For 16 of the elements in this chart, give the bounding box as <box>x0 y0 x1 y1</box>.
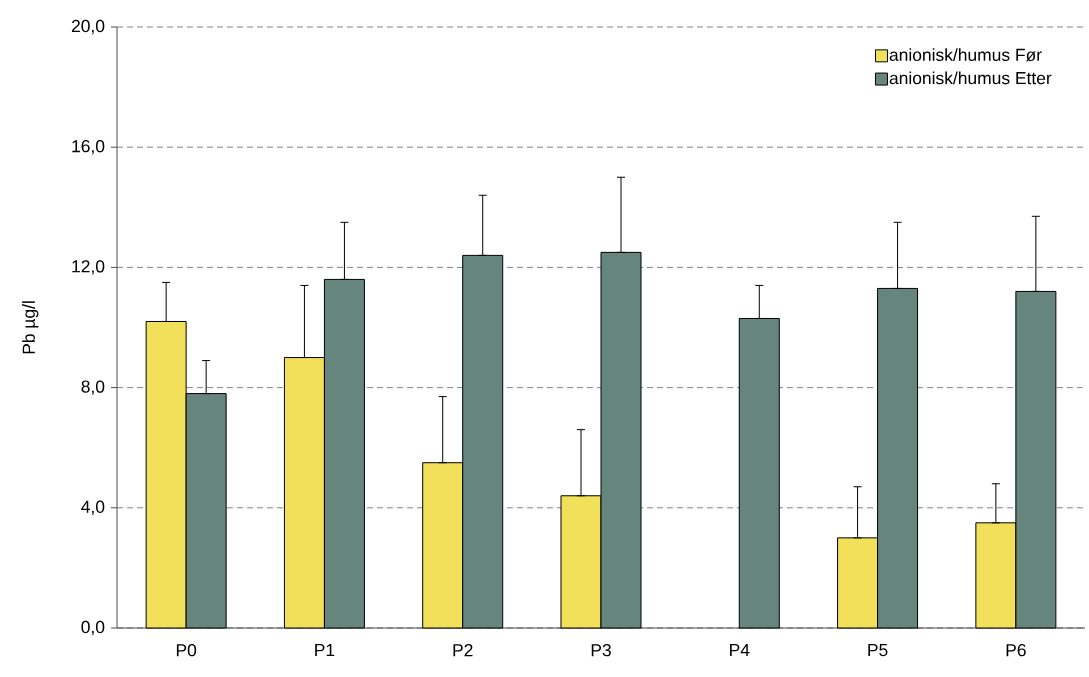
y-tick-label: 12,0 <box>72 260 105 275</box>
y-tick-label: 4,0 <box>81 500 105 515</box>
y-tick-label: 0,0 <box>81 620 105 636</box>
x-tick-label: P0 <box>176 644 197 657</box>
y-axis-title: Pb µg/l <box>22 301 39 354</box>
x-tick-label: P3 <box>591 644 611 657</box>
x-tick-label: P5 <box>868 644 888 657</box>
y-tick-label: 20,0 <box>71 19 105 35</box>
x-tick-label: P2 <box>453 644 473 657</box>
x-tick-label: P1 <box>315 644 335 657</box>
y-tick-label: 8,0 <box>81 380 105 395</box>
legend-label: anionisk/humus Etter <box>889 71 1052 85</box>
x-tick-label: P6 <box>1006 644 1026 657</box>
x-tick-label: P4 <box>730 644 750 657</box>
y-tick-label: 16,0 <box>72 139 105 155</box>
legend-label: anionisk/humus Før <box>889 48 1042 62</box>
